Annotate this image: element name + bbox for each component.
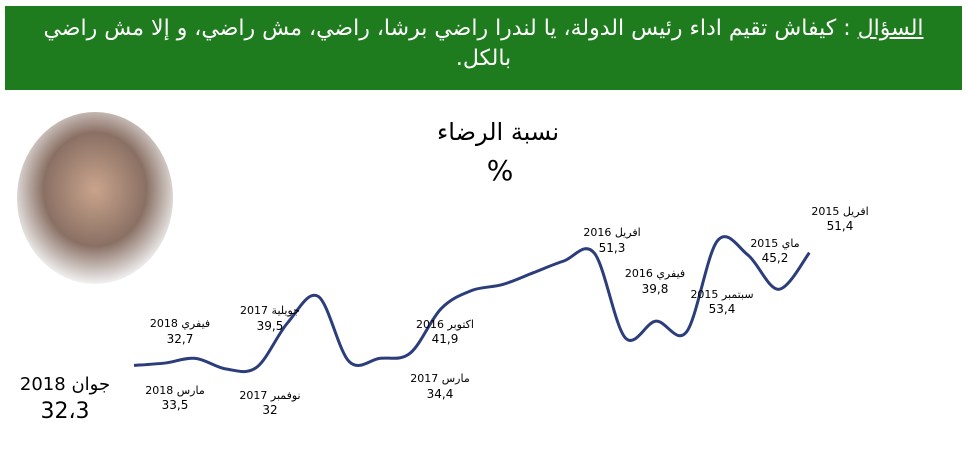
portrait <box>17 112 173 284</box>
point-date-label: افريل 2016 <box>583 226 640 239</box>
point-date-label: اكتوبر 2016 <box>416 318 474 331</box>
series-line <box>133 235 811 374</box>
point-value-label: 39,8 <box>642 282 669 296</box>
point-date-label: جوان 2018 <box>20 374 110 395</box>
point-value-label: 34,4 <box>427 387 454 401</box>
point-value-label: 32,7 <box>167 332 194 346</box>
point-value-label: 33,5 <box>162 398 189 412</box>
point-date-label: سبتمبر 2015 <box>690 288 753 301</box>
point-value-label: 41,9 <box>432 332 459 346</box>
point-value-label: 32،3 <box>40 399 89 424</box>
point-date-label: مارس 2017 <box>410 372 470 385</box>
point-date-label: فيفري 2016 <box>625 267 685 280</box>
point-value-label: 32 <box>262 403 277 417</box>
point-value-label: 51,4 <box>827 219 854 233</box>
point-date-label: ماي 2015 <box>750 237 799 250</box>
question-banner: السؤال : كيفاش تقيم اداء رئيس الدولة، يا… <box>5 6 962 90</box>
point-date-label: افريل 2015 <box>811 205 868 218</box>
point-date-label: جويلية 2017 <box>240 304 300 317</box>
point-value-label: 53,4 <box>709 302 736 316</box>
chart-subtitle: % <box>487 154 514 187</box>
question-text: : كيفاش تقيم اداء رئيس الدولة، يا لندرا … <box>43 16 858 71</box>
point-value-label: 45,2 <box>762 251 789 265</box>
point-date-label: مارس 2018 <box>145 384 205 397</box>
point-value-label: 39,5 <box>257 319 284 333</box>
point-date-label: نوفمبر 2017 <box>239 389 300 402</box>
question-label: السؤال <box>857 16 924 41</box>
chart-title: نسبة الرضاء <box>437 118 559 146</box>
point-value-label: 51,3 <box>599 241 626 255</box>
point-date-label: فيفري 2018 <box>150 317 210 330</box>
